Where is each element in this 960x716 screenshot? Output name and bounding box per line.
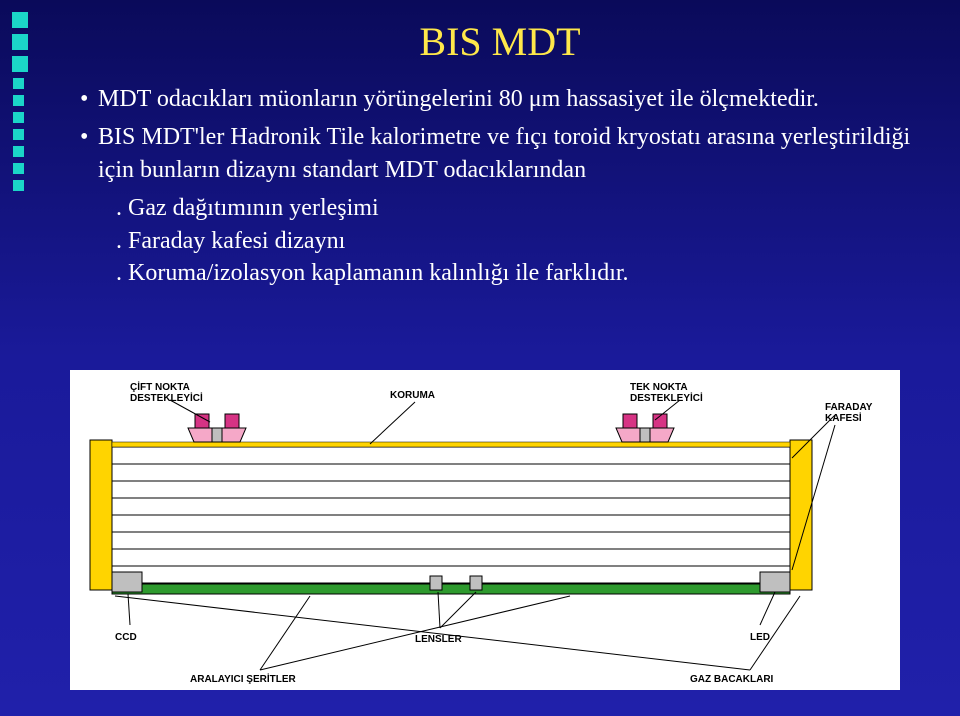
figure-svg: ÇİFT NOKTADESTEKLEYİCİ KORUMA TEK NOKTAD… [70,370,900,690]
bullet-text: BIS MDT'ler Hadronik Tile kalorimetre ve… [98,121,920,186]
label-gaz: GAZ BACAKLARI [690,674,774,685]
bullet-2: • BIS MDT'ler Hadronik Tile kalorimetre … [80,121,920,186]
sub-1: . Gaz dağıtımının yerleşimi [116,192,920,224]
bis-mdt-figure: ÇİFT NOKTADESTEKLEYİCİ KORUMA TEK NOKTAD… [70,370,900,690]
dual-point-support [188,414,246,442]
label-lensler: LENSLER [415,634,462,645]
bullet-list: • MDT odacıkları müonların yörüngelerini… [80,83,920,289]
slide-content: BIS MDT • MDT odacıkları müonların yörün… [80,18,920,289]
label-cift: ÇİFT NOKTADESTEKLEYİCİ [130,380,203,404]
page-title: BIS MDT [80,18,920,65]
label-faraday: FARADAYKAFESİ [825,402,873,424]
decor-squares [12,12,36,197]
sub-3: . Koruma/izolasyon kaplamanın kalınlığı … [116,257,920,289]
single-point-support [616,414,674,442]
label-tek: TEK NOKTADESTEKLEYİCİ [630,382,703,404]
bullet-text: MDT odacıkları müonların yörüngelerini 8… [98,83,819,115]
bullet-dot: • [80,121,98,186]
bullet-dot: • [80,83,98,115]
label-led: LED [750,632,770,643]
sub-2: . Faraday kafesi dizaynı [116,225,920,257]
label-koruma: KORUMA [390,390,435,401]
bullet-1: • MDT odacıkları müonların yörüngelerini… [80,83,920,115]
label-aralayici: ARALAYICI ŞERİTLER [190,672,297,685]
label-ccd: CCD [115,632,137,643]
